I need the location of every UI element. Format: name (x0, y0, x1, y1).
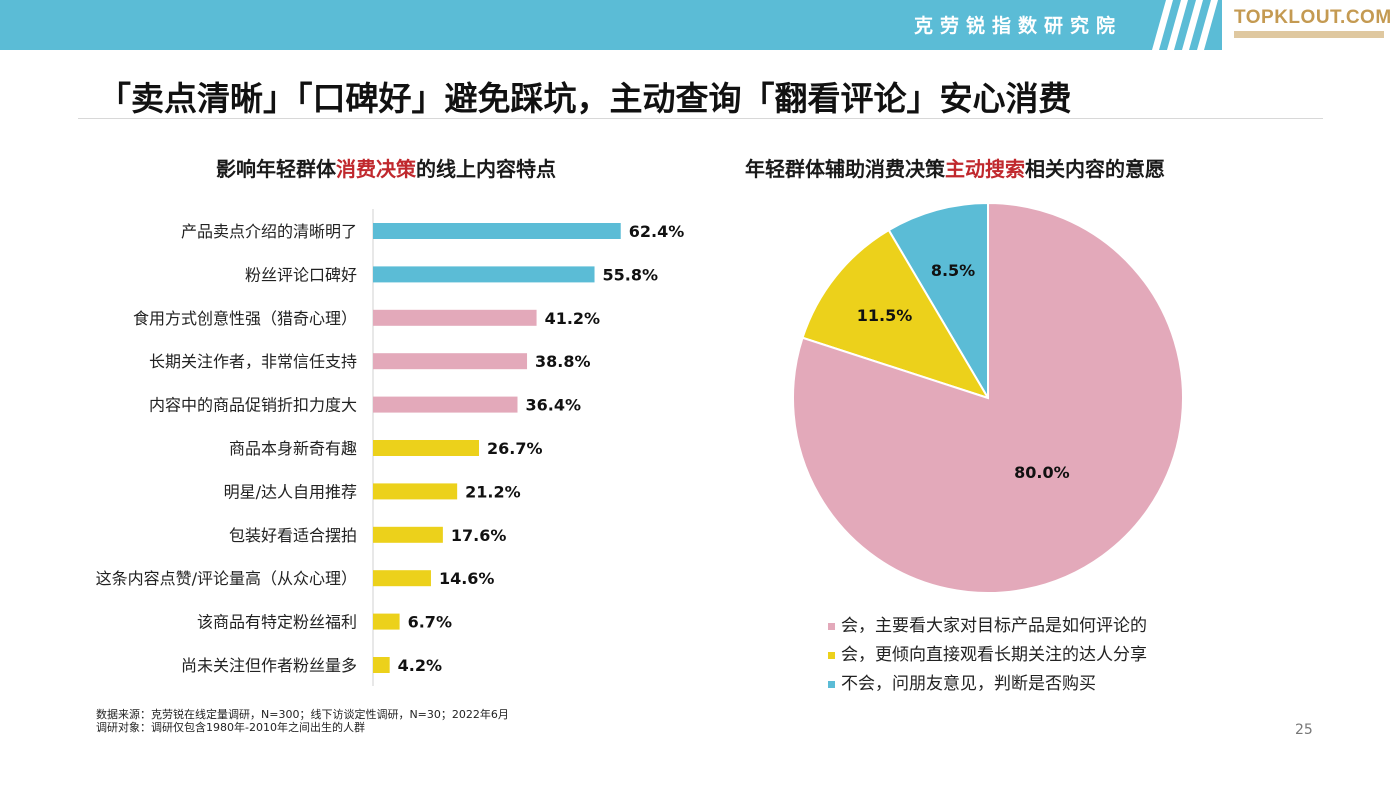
bar-category-label: 长期关注作者，非常信任支持 (149, 352, 357, 371)
legend-label: 不会，问朋友意见，判断是否购买 (841, 674, 1096, 694)
bar-title-highlight: 消费决策 (336, 157, 416, 181)
bar-category-label: 商品本身新奇有趣 (229, 439, 357, 458)
brand-name: 克劳锐指数研究院 (913, 15, 1122, 37)
decor-stripes (1152, 0, 1218, 50)
bar-category-label: 这条内容点赞/评论量高（从众心理） (96, 569, 357, 588)
bar (373, 309, 537, 326)
pie-legend: 会，主要看大家对目标产品是如何评论的 会，更倾向直接观看长期关注的达人分享 不会… (828, 615, 1147, 702)
bar-category-label: 该商品有特定粉丝福利 (197, 613, 357, 632)
pie-value-label: 11.5% (857, 306, 913, 325)
bar-category-label: 食用方式创意性强（猎奇心理） (133, 309, 357, 328)
legend-swatch (828, 651, 835, 659)
bar-value-label: 26.7% (487, 439, 543, 458)
bar-category-label: 粉丝评论口碑好 (245, 265, 357, 284)
bar-title-post: 的线上内容特点 (416, 157, 556, 181)
legend-swatch (828, 680, 835, 688)
legend-item: 会，主要看大家对目标产品是如何评论的 (828, 615, 1147, 644)
legend-item: 不会，问朋友意见，判断是否购买 (828, 673, 1147, 702)
bar-value-label: 14.6% (439, 569, 495, 588)
brand-logo: TOPKLOUT.COM (1222, 0, 1400, 50)
bar (373, 396, 518, 413)
pie-title-post: 相关内容的意愿 (1025, 157, 1165, 181)
page-title: 「卖点清晰」「口碑好」避免踩坑，主动查询「翻看评论」安心消费 (98, 79, 1072, 118)
pie-value-label: 80.0% (1014, 463, 1070, 482)
bar-value-label: 17.6% (451, 526, 507, 545)
legend-swatch (828, 622, 835, 630)
pie-title-pre: 年轻群体辅助消费决策 (745, 157, 945, 181)
pie-value-label: 8.5% (931, 261, 975, 280)
bar-category-label: 包装好看适合摆拍 (229, 526, 357, 545)
bar-category-label: 产品卖点介绍的清晰明了 (181, 222, 357, 241)
legend-item: 会，更倾向直接观看长期关注的达人分享 (828, 644, 1147, 673)
pie-slice (792, 201, 1184, 594)
bar (373, 353, 528, 370)
bar-value-label: 38.8% (535, 352, 591, 371)
pie-chart-title: 年轻群体辅助消费决策主动搜索相关内容的意愿 (745, 153, 1165, 182)
bar (373, 526, 443, 543)
legend-label: 会，更倾向直接观看长期关注的达人分享 (841, 645, 1147, 665)
page-number: 25 (1295, 722, 1313, 738)
bar-value-label: 36.4% (526, 396, 582, 415)
bar (373, 657, 390, 673)
title-divider (78, 118, 1323, 119)
bar-title-pre: 影响年轻群体 (216, 157, 336, 181)
bar (373, 440, 479, 456)
pie-title-highlight: 主动搜索 (945, 157, 1025, 181)
bar-chart: 产品卖点介绍的清晰明了 62.4% 粉丝评论口碑好 55.8% 食用方式创意性强（猎奇心… (96, 209, 685, 686)
legend-label: 会，主要看大家对目标产品是如何评论的 (841, 616, 1147, 636)
logo-subline (1234, 31, 1384, 38)
subject-line: 调研对象：调研仅包含1980年-2010年之间出生的人群 (96, 721, 365, 734)
bar-value-label: 62.4% (629, 222, 685, 241)
source-line: 数据来源：克劳锐在线定量调研，N=300；线下访谈定性调研，N=30；2022年… (96, 708, 509, 721)
pie-slice (887, 201, 989, 402)
bar (373, 613, 400, 630)
bar (373, 483, 458, 500)
bar-value-label: 6.7% (408, 613, 452, 632)
bar (373, 266, 595, 283)
bar (373, 570, 431, 587)
source-note: 数据来源：克劳锐在线定量调研，N=300；线下访谈定性调研，N=30；2022年… (96, 708, 509, 734)
bar-category-label: 内容中的商品促销折扣力度大 (149, 396, 357, 415)
bar-value-label: 21.2% (465, 482, 521, 501)
bar-value-label: 41.2% (545, 309, 601, 328)
bar-value-label: 4.2% (398, 656, 442, 675)
bar-category-label: 明星/达人自用推荐 (224, 482, 357, 501)
header-bar: 克劳锐指数研究院 TOPKLOUT.COM (0, 0, 1400, 50)
bar (373, 223, 621, 239)
bar-value-label: 55.8% (603, 265, 659, 284)
logo-text: TOPKLOUT.COM (1234, 7, 1392, 28)
bar-chart-title: 影响年轻群体消费决策的线上内容特点 (216, 153, 556, 182)
pie-chart: 8.5% 11.5% 80.0% (792, 201, 1184, 594)
pie-slice (801, 228, 991, 400)
bar-category-label: 尚未关注但作者粉丝量多 (181, 656, 357, 675)
